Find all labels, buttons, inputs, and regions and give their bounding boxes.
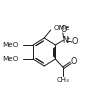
Text: O: O <box>72 38 78 47</box>
Text: O: O <box>60 25 66 34</box>
Text: O: O <box>70 56 77 66</box>
Text: MeO: MeO <box>2 42 18 48</box>
Text: -: - <box>66 24 68 33</box>
Text: N: N <box>62 36 68 45</box>
Text: +: + <box>65 36 70 41</box>
Text: MeO: MeO <box>2 56 18 62</box>
Text: OMe: OMe <box>53 25 70 30</box>
Text: CH₃: CH₃ <box>56 77 69 83</box>
